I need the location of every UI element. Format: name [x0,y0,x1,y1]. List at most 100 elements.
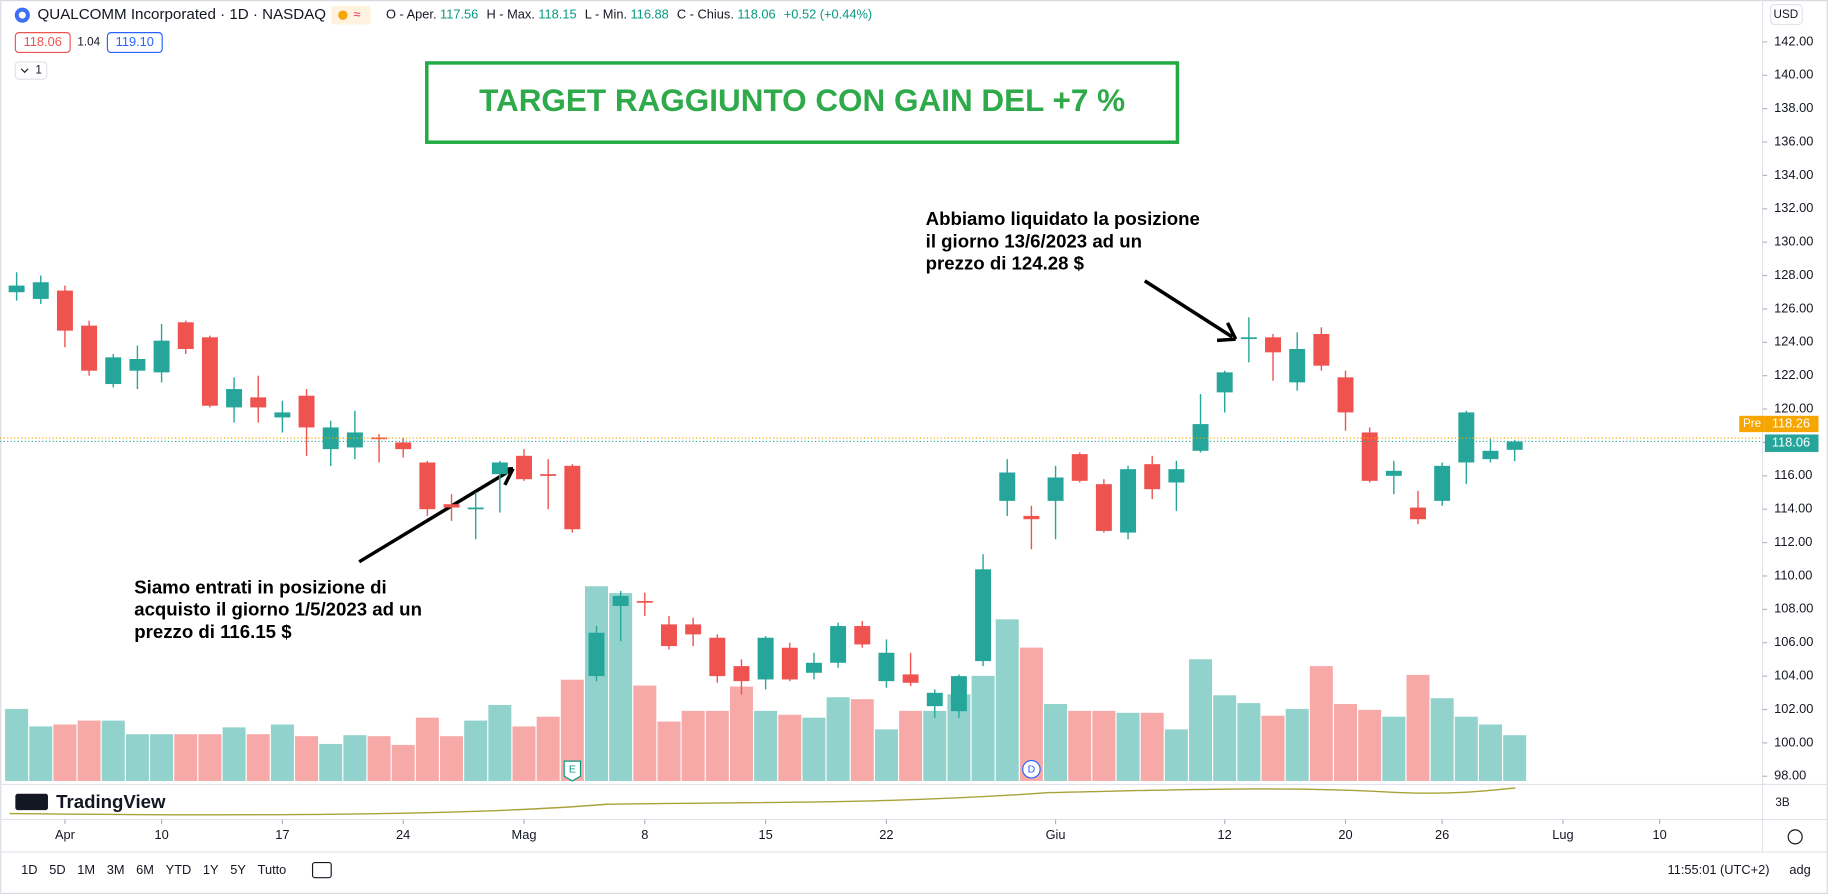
candle-body [661,624,677,647]
annotation-line: acquisto il giorno 1/5/2023 ad un [134,599,422,620]
logo-icon [15,793,48,811]
indicator-toggle[interactable] [14,61,48,80]
volume-bar [778,714,802,781]
volume-bar [536,716,560,781]
candle-body [1168,469,1185,483]
event-label: E [569,765,576,776]
market-status[interactable] [331,5,371,25]
volume-bar [77,720,101,781]
candle-body [32,282,49,299]
volume-bar [53,724,77,781]
candle-body [1240,337,1257,340]
y-tick-label: 122.00 [1774,367,1813,382]
candle-body [491,462,508,475]
ohlc-label: C - Chius. [677,7,734,22]
volume-bar [343,735,367,781]
ohlc-label: H - Max. [486,7,534,22]
volume-bar [1019,647,1043,781]
y-tick-label: 112.00 [1774,534,1812,549]
pre-badge [1739,415,1765,433]
y-tick-label: 108.00 [1774,601,1813,616]
y-tick-label: 132.00 [1774,200,1813,215]
annotation-line: Abbiamo liquidato la posizione [926,208,1200,229]
candle-body [902,674,919,683]
candle-body [81,325,98,371]
candle-body [564,465,581,530]
volume-bar [1309,666,1333,781]
target-text: TARGET RAGGIUNTO CON GAIN DEL +7 % [479,83,1125,118]
arrowhead [1216,322,1238,343]
candle-body [1313,333,1330,366]
y-tick-label: 126.00 [1774,300,1813,315]
range-button[interactable]: 6M [136,862,154,877]
volume-bar [246,734,270,781]
volume-bar [560,679,584,781]
last-price-label: 118.06 [1772,435,1810,450]
volume-bar [101,720,125,781]
volume-bar [222,727,246,781]
range-button[interactable]: 1Y [203,862,219,877]
candle-body [346,432,363,448]
adjust-toggle[interactable]: adg [1789,862,1810,877]
bid-box[interactable] [14,32,71,54]
symbol-title[interactable]: QUALCOMM Incorporated · 1D · NASDAQ [37,6,326,23]
volume-bar [1116,712,1140,781]
volume-bar [319,743,343,781]
volume-bar [874,729,898,781]
ask-price: 119.10 [116,34,154,49]
volume-bar [1503,735,1527,781]
candle-body [1410,507,1426,520]
x-tick-label: 8 [641,827,648,842]
range-button[interactable]: 5Y [230,862,246,877]
volume-bar [1189,659,1213,781]
chevron [20,68,29,74]
candle-body [878,652,895,682]
annotation-line: il giorno 13/6/2023 ad un [926,230,1142,251]
candle-body [854,626,871,645]
candle-body [56,290,73,331]
volume-bar [657,721,681,781]
volume-bar [850,699,874,781]
settings-icon[interactable] [1787,829,1803,845]
x-tick-label: 10 [1652,827,1666,842]
volume-bar [899,710,923,781]
candle-body [1047,477,1064,501]
candle-body [129,359,146,371]
candle-body [975,569,992,662]
range-button[interactable]: 5D [49,862,65,877]
date-range-icon[interactable] [311,861,332,879]
x-tick-label: 10 [154,827,168,842]
candle-body [177,322,194,349]
event-marker [1022,759,1041,779]
candle-body [322,427,339,450]
range-button[interactable]: 3M [107,862,125,877]
logo-text: TradingView [56,791,166,812]
range-button[interactable]: YTD [166,862,192,877]
range-button[interactable]: 1D [21,862,37,877]
currency-button[interactable] [1770,4,1803,26]
candle-body [1144,464,1161,490]
y-tick-label: 106.00 [1774,634,1813,649]
candle-body [250,397,267,408]
x-tick-label: 15 [758,827,772,842]
ohlc-label: O - Aper. [386,7,437,22]
volume-bar [198,734,222,781]
spread: 1.04 [77,36,100,49]
range-button[interactable]: 1M [77,862,95,877]
ask-box[interactable] [106,32,163,54]
volume-bar [923,710,947,781]
candle-body [1506,441,1523,450]
volume-bar [681,710,705,781]
range-button[interactable]: Tutto [258,862,287,877]
volume-bar [1454,716,1478,781]
bid-price: 118.06 [24,34,62,49]
volume-bar [802,717,826,781]
x-tick-label: Lug [1552,827,1573,842]
candle-body [926,692,943,707]
volume-bar [729,686,753,781]
candle-body [1434,465,1451,501]
volume-bar [1044,704,1068,781]
x-tick-label: 24 [396,827,410,842]
volume-bar [367,736,391,781]
market-status-icon [338,10,348,20]
